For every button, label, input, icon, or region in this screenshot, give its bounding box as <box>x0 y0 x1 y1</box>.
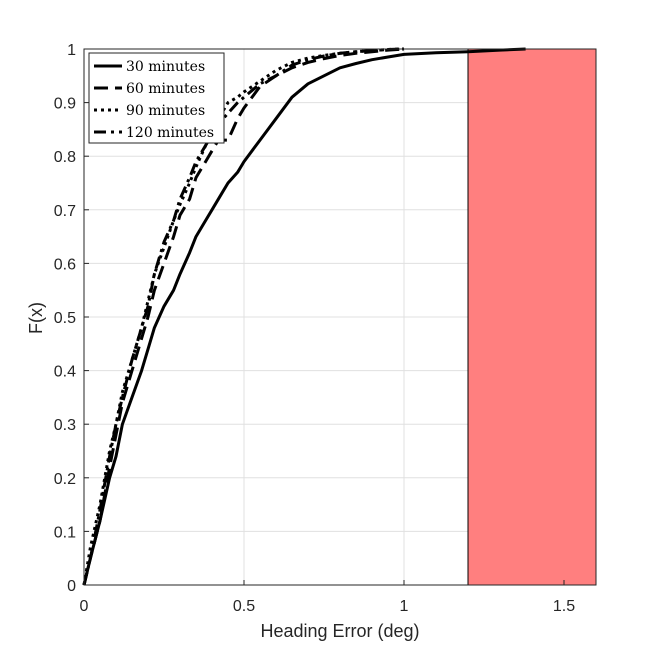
y-tick-label: 0.3 <box>54 417 76 434</box>
x-axis-label: Heading Error (deg) <box>260 621 419 641</box>
x-tick-labels: 0 0.5 1 1.5 <box>80 598 576 615</box>
y-tick-label: 0.7 <box>54 203 76 220</box>
y-tick-label: 0.4 <box>54 364 76 381</box>
legend-label: 30 minutes <box>126 59 205 75</box>
y-axis-label: F(x) <box>26 302 46 334</box>
series-line-1 <box>82 47 526 586</box>
y-tick-label: 0.6 <box>54 256 76 273</box>
series-line-2 <box>82 47 405 586</box>
series-lines <box>82 47 526 586</box>
legend-box <box>88 52 225 144</box>
axes-frame <box>83 48 597 586</box>
x-tick-label: 1 <box>400 598 409 615</box>
x-tick-label: 0 <box>80 598 89 615</box>
legend-label: 60 minutes <box>126 81 205 97</box>
y-tick-label: 0.5 <box>54 310 76 327</box>
legend-label: 120 minutes <box>126 125 214 141</box>
y-tick-label: 0.8 <box>54 149 76 166</box>
x-tick-label: 0.5 <box>233 598 255 615</box>
y-tick-label: 0.9 <box>54 96 76 113</box>
y-tick-label: 1 <box>67 42 76 59</box>
series-line-4 <box>82 47 405 586</box>
legend: 30 minutes 60 minutes 90 minutes 120 minute… <box>88 52 225 144</box>
y-tick-labels: 0 0.1 0.2 0.3 0.4 0.5 0.6 0.7 0.8 0.9 1 <box>54 42 76 595</box>
y-tick-label: 0.2 <box>54 471 76 488</box>
axes-box <box>83 48 597 586</box>
y-tick-label: 0.1 <box>54 524 76 541</box>
legend-label: 90 minutes <box>126 103 205 119</box>
y-tick-label: 0 <box>67 578 76 595</box>
shaded-region-layer <box>467 48 597 586</box>
x-tick-label: 1.5 <box>553 598 575 615</box>
shaded-region <box>467 48 597 586</box>
